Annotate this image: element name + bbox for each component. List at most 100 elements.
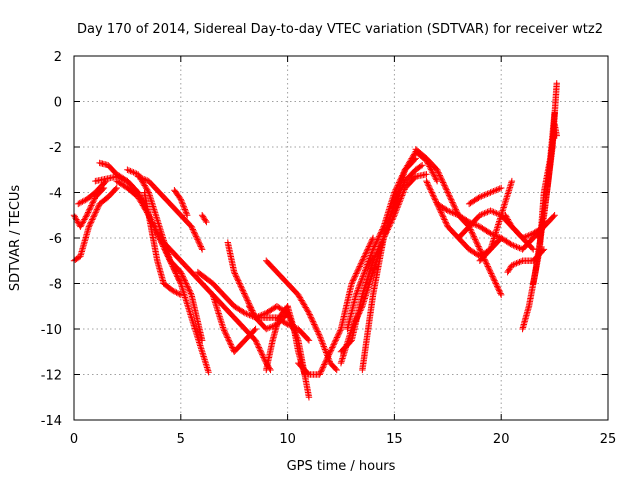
data-point-marker — [185, 285, 193, 293]
data-point-marker — [469, 231, 477, 239]
data-point-marker — [481, 191, 488, 199]
data-point-marker — [429, 192, 437, 199]
data-point-marker — [443, 187, 451, 195]
data-point-marker — [360, 254, 367, 262]
data-point-marker — [198, 244, 205, 252]
data-point-marker — [484, 190, 491, 197]
data-point-marker — [493, 186, 500, 194]
series-track-28 — [465, 184, 505, 208]
data-point-marker — [231, 268, 238, 276]
data-point-marker — [369, 246, 377, 253]
data-point-marker — [487, 270, 495, 277]
data-point-marker — [397, 186, 405, 193]
series-track-08 — [124, 166, 184, 287]
data-point-marker — [508, 262, 516, 269]
data-point-marker — [236, 280, 243, 287]
data-point-marker — [352, 317, 359, 324]
data-point-marker — [259, 352, 267, 360]
data-point-marker — [170, 264, 177, 272]
data-point-marker — [514, 244, 522, 251]
data-point-marker — [449, 199, 456, 206]
data-point-marker — [476, 246, 484, 253]
data-point-marker — [362, 265, 369, 273]
data-point-marker — [144, 187, 152, 195]
data-point-marker — [439, 213, 447, 220]
data-point-marker — [171, 267, 178, 274]
data-point-marker — [359, 256, 367, 263]
data-point-marker — [491, 277, 498, 284]
data-point-marker — [308, 315, 315, 322]
data-point-marker — [351, 274, 358, 282]
data-point-marker — [510, 261, 517, 268]
data-points — [70, 80, 560, 401]
data-point-marker — [241, 309, 249, 317]
series-track-07 — [134, 173, 206, 253]
data-point-marker — [182, 278, 189, 286]
data-point-marker — [221, 328, 229, 336]
data-point-marker — [495, 287, 503, 294]
data-point-marker — [168, 261, 176, 269]
data-point-marker — [393, 194, 401, 202]
data-point-marker — [190, 229, 198, 236]
data-point-marker — [425, 183, 433, 191]
data-point-marker — [170, 266, 178, 273]
data-point-marker — [444, 189, 451, 196]
data-point-marker — [80, 197, 88, 205]
data-point-marker — [89, 214, 97, 222]
data-point-marker — [494, 284, 502, 291]
data-point-marker — [423, 171, 430, 178]
data-point-marker — [363, 249, 370, 256]
data-point-marker — [488, 271, 496, 279]
data-point-marker — [497, 290, 504, 297]
data-point-marker — [253, 340, 261, 347]
series-track-34 — [536, 121, 560, 242]
data-point-marker — [171, 288, 179, 296]
data-point-marker — [506, 219, 513, 226]
data-point-marker — [367, 240, 374, 247]
data-point-marker — [259, 311, 267, 318]
data-point-marker — [283, 320, 290, 327]
data-point-marker — [254, 341, 261, 348]
data-point-marker — [325, 351, 333, 358]
data-point-marker — [429, 190, 436, 198]
data-point-marker — [352, 291, 360, 299]
data-point-marker — [493, 283, 501, 290]
data-point-marker — [368, 250, 375, 258]
data-point-marker — [234, 276, 241, 283]
data-point-marker — [418, 162, 426, 169]
data-point-marker — [128, 168, 136, 175]
data-point-marker — [471, 234, 478, 242]
series-track-29 — [476, 177, 516, 264]
data-point-marker — [353, 315, 360, 323]
data-point-marker — [319, 364, 327, 371]
data-point-marker — [367, 252, 374, 259]
data-point-marker — [523, 232, 531, 240]
data-point-marker — [439, 212, 446, 219]
data-point-marker — [427, 186, 434, 193]
data-point-marker — [434, 167, 441, 175]
data-point-marker — [433, 176, 440, 183]
data-point-marker — [228, 344, 236, 351]
data-point-marker — [447, 194, 454, 202]
data-point-marker — [334, 332, 341, 340]
data-point-marker — [430, 193, 437, 200]
data-point-marker — [513, 243, 520, 250]
data-point-marker — [180, 203, 187, 210]
data-point-marker — [256, 345, 263, 353]
y-tick-label: 0 — [54, 96, 62, 111]
data-point-marker — [320, 343, 327, 350]
data-point-marker — [311, 321, 318, 328]
data-point-marker — [88, 202, 95, 209]
data-point-marker — [369, 234, 377, 242]
data-point-marker — [330, 341, 337, 348]
data-point-marker — [395, 192, 402, 199]
data-point-marker — [391, 199, 399, 206]
series-track-16 — [263, 303, 291, 374]
data-point-marker — [431, 194, 438, 202]
series-track-13 — [209, 291, 259, 355]
data-point-marker — [358, 304, 365, 311]
data-point-marker — [87, 219, 95, 226]
data-point-marker — [348, 280, 355, 287]
data-point-marker — [453, 211, 461, 218]
data-point-marker — [321, 346, 329, 353]
